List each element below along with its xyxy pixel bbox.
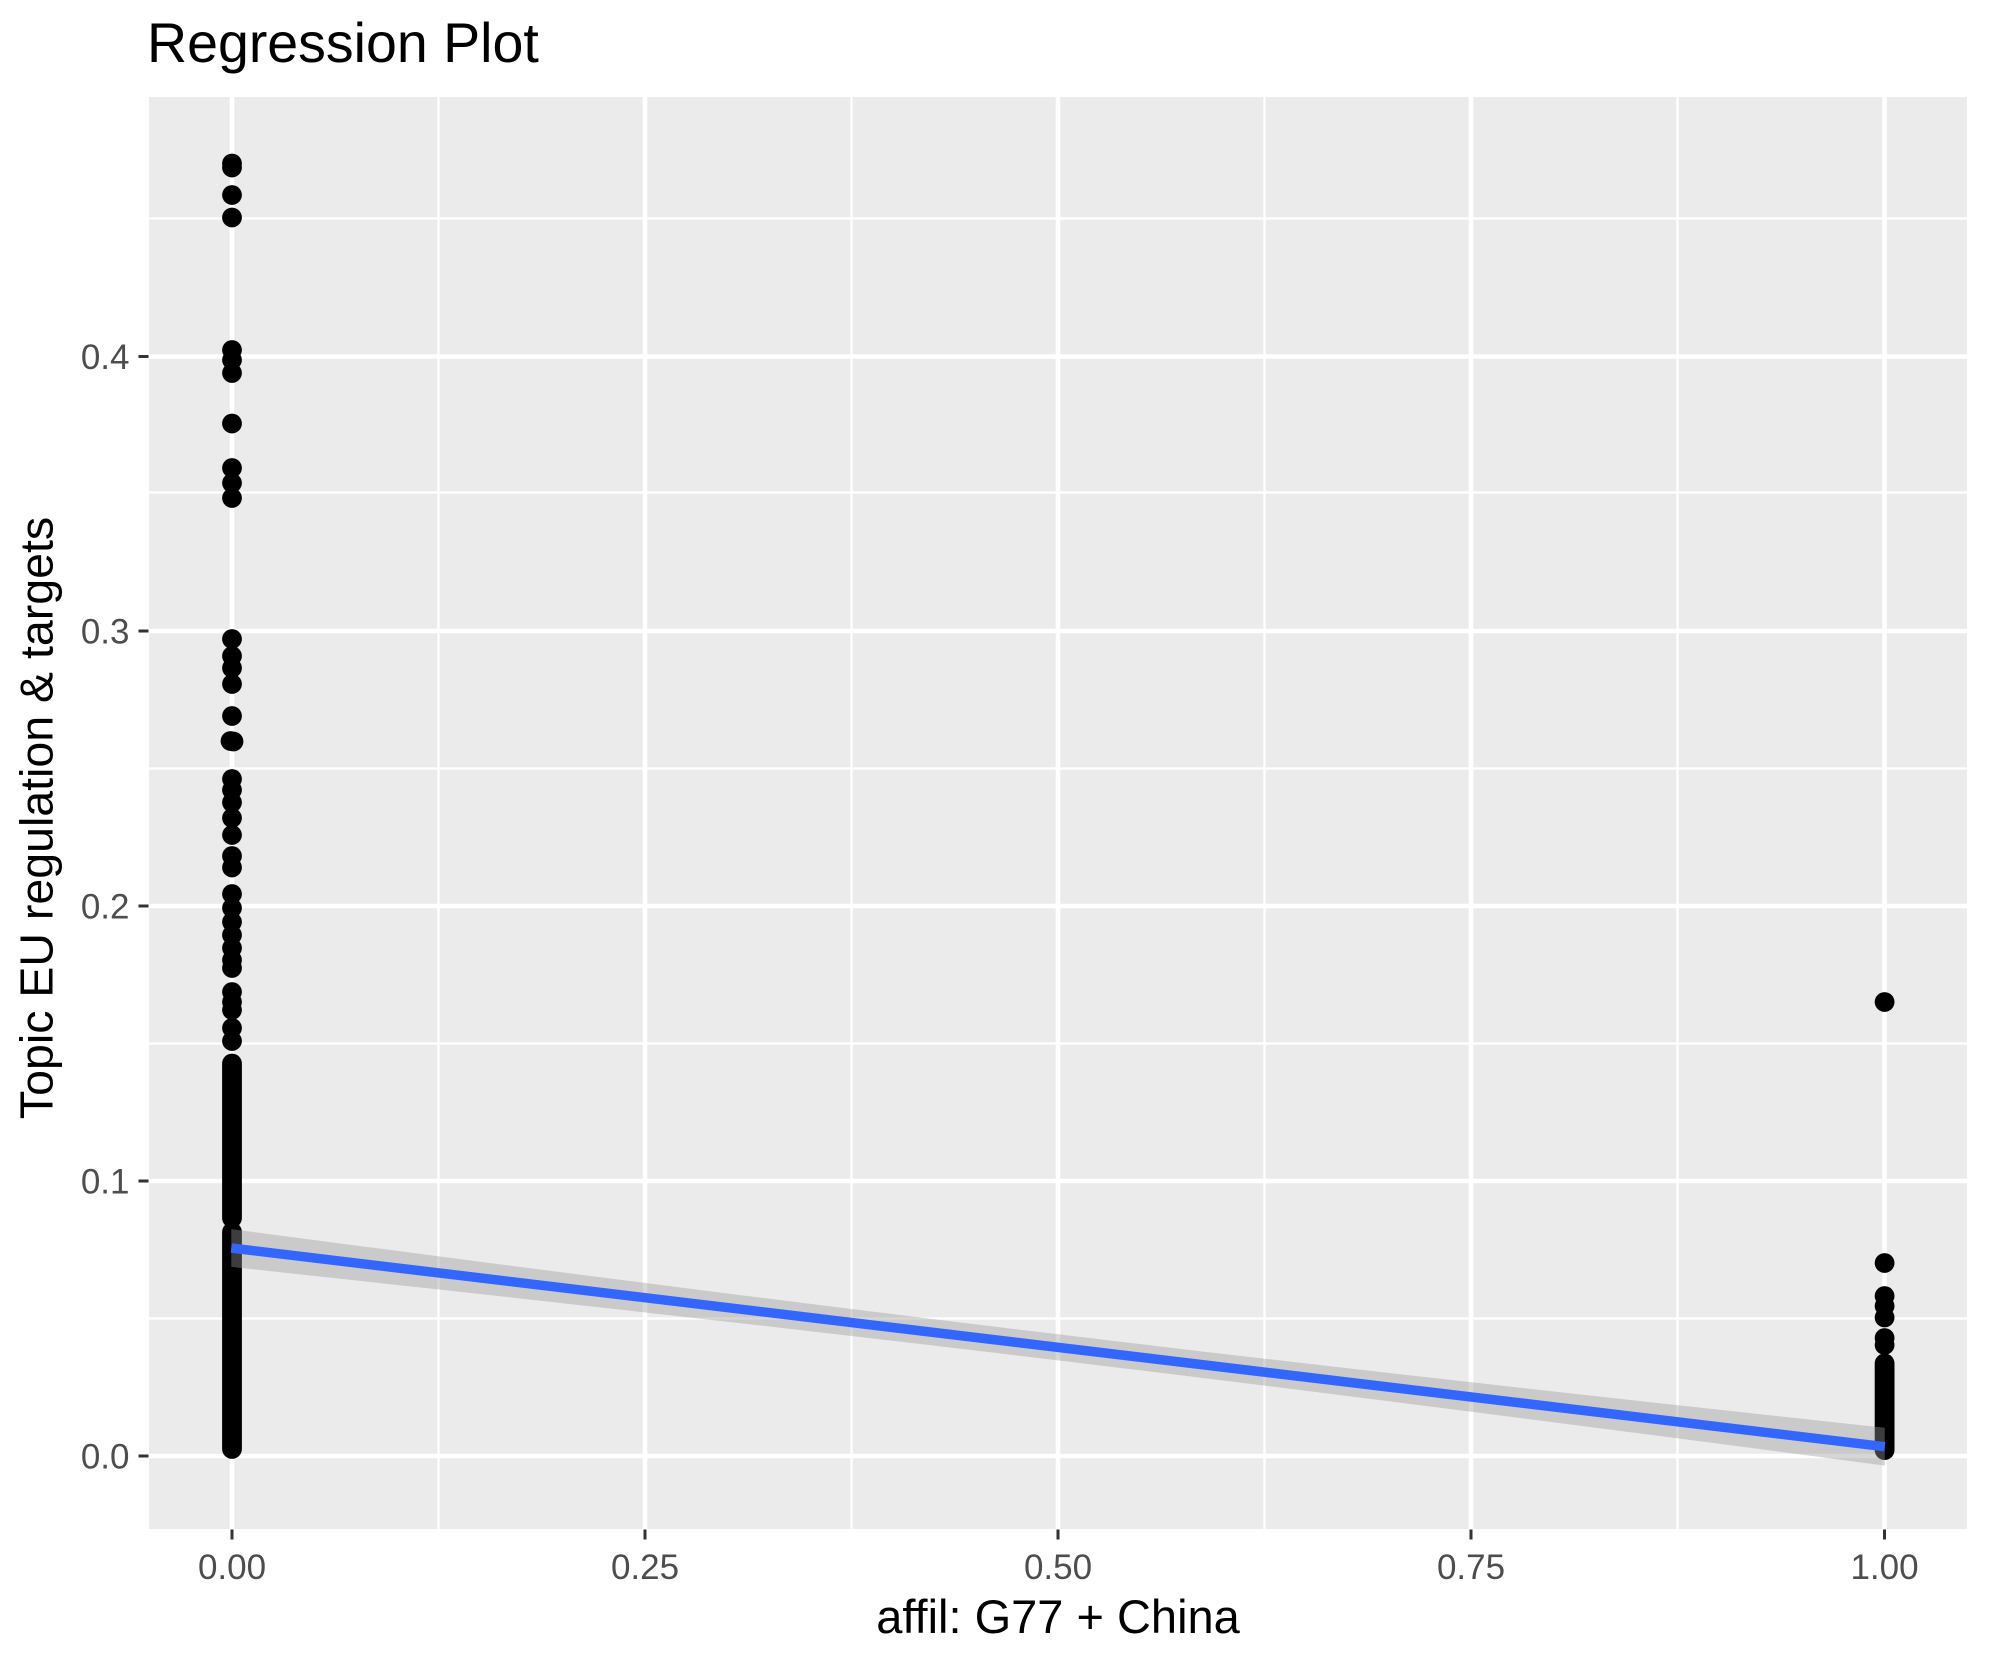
svg-text:0.00: 0.00	[198, 1548, 266, 1587]
svg-text:0.2: 0.2	[81, 887, 130, 926]
svg-text:0.3: 0.3	[81, 612, 130, 651]
svg-text:0.0: 0.0	[81, 1437, 130, 1476]
svg-text:1.00: 1.00	[1850, 1548, 1918, 1587]
svg-text:Topic EU regulation & targets: Topic EU regulation & targets	[11, 517, 63, 1119]
svg-text:0.75: 0.75	[1437, 1548, 1505, 1587]
svg-text:affil: G77 + China: affil: G77 + China	[876, 1590, 1240, 1643]
svg-text:0.25: 0.25	[611, 1548, 679, 1587]
svg-text:0.50: 0.50	[1024, 1548, 1092, 1587]
svg-text:Regression Plot: Regression Plot	[147, 12, 539, 74]
svg-text:0.4: 0.4	[81, 338, 130, 377]
svg-text:0.1: 0.1	[81, 1162, 130, 1201]
